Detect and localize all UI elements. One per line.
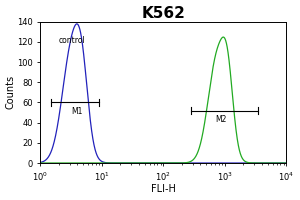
Text: M2: M2 <box>215 115 226 124</box>
Text: M1: M1 <box>71 107 82 116</box>
Text: control: control <box>59 36 86 45</box>
Y-axis label: Counts: Counts <box>6 75 16 109</box>
Title: K562: K562 <box>141 6 185 21</box>
X-axis label: FLI-H: FLI-H <box>151 184 176 194</box>
